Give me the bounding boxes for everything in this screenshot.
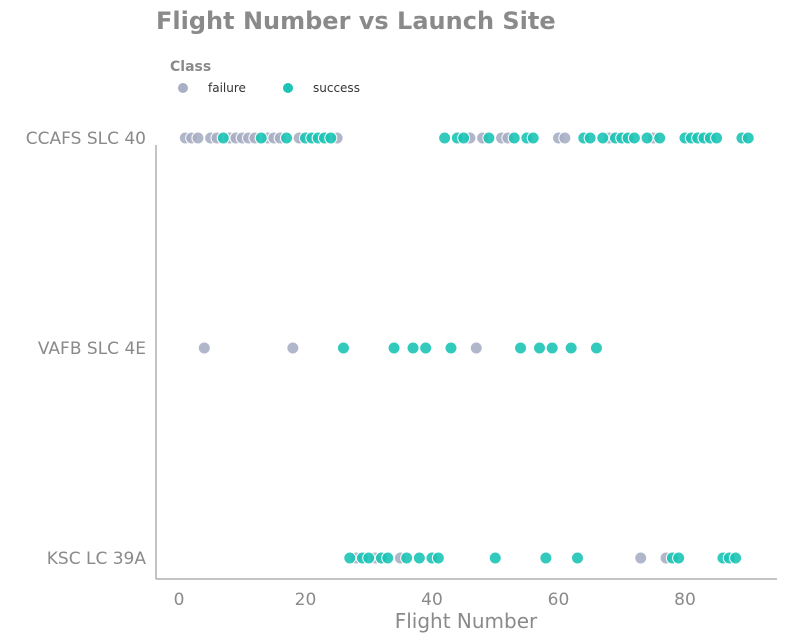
data-point-failure bbox=[634, 551, 648, 565]
y-tick-label: KSC LC 39A bbox=[47, 549, 147, 569]
data-point-failure bbox=[191, 131, 205, 145]
data-point-success bbox=[438, 131, 452, 145]
x-tick-label: 0 bbox=[174, 590, 185, 610]
data-point-failure bbox=[558, 131, 572, 145]
data-point-success bbox=[406, 341, 420, 355]
data-point-success bbox=[533, 341, 547, 355]
data-point-success bbox=[589, 341, 603, 355]
legend-marker-success bbox=[283, 83, 293, 93]
data-point-success bbox=[596, 131, 610, 145]
data-point-success bbox=[526, 131, 540, 145]
data-point-failure bbox=[197, 341, 211, 355]
data-point-success bbox=[444, 341, 458, 355]
data-point-success bbox=[381, 551, 395, 565]
data-point-success bbox=[741, 131, 755, 145]
data-point-success bbox=[387, 341, 401, 355]
x-tick-labels: 0 20 40 60 80 bbox=[174, 590, 696, 610]
data-point-success bbox=[564, 341, 578, 355]
data-point-failure bbox=[286, 341, 300, 355]
data-point-success bbox=[570, 551, 584, 565]
legend-marker-failure bbox=[178, 83, 188, 93]
data-point-success bbox=[539, 551, 553, 565]
data-point-success bbox=[507, 131, 521, 145]
data-point-success bbox=[400, 551, 414, 565]
y-tick-labels: CCAFS SLC 40 VAFB SLC 4E KSC LC 39A bbox=[26, 129, 147, 569]
data-point-success bbox=[254, 131, 268, 145]
data-point-success bbox=[583, 131, 597, 145]
data-point-success bbox=[343, 551, 357, 565]
data-point-success bbox=[653, 131, 667, 145]
data-point-success bbox=[419, 341, 433, 355]
data-point-success bbox=[729, 551, 743, 565]
data-point-success bbox=[710, 131, 724, 145]
x-tick-label: 80 bbox=[674, 590, 696, 610]
legend: Class failure success bbox=[170, 59, 360, 95]
data-point-success bbox=[482, 131, 496, 145]
y-tick-label: CCAFS SLC 40 bbox=[26, 129, 146, 149]
x-tick-label: 60 bbox=[548, 590, 570, 610]
data-point-success bbox=[545, 341, 559, 355]
data-point-success bbox=[457, 131, 471, 145]
data-point-success bbox=[412, 551, 426, 565]
data-point-success bbox=[672, 551, 686, 565]
data-point-success bbox=[280, 131, 294, 145]
data-point-success bbox=[216, 131, 230, 145]
data-point-success bbox=[488, 551, 502, 565]
legend-label-success: success bbox=[313, 81, 360, 95]
data-point-success bbox=[640, 131, 654, 145]
y-tick-label: VAFB SLC 4E bbox=[38, 339, 146, 359]
x-axis-label: Flight Number bbox=[395, 609, 538, 633]
data-point-success bbox=[514, 341, 528, 355]
legend-title: Class bbox=[170, 59, 211, 75]
data-point-success bbox=[627, 131, 641, 145]
legend-label-failure: failure bbox=[208, 81, 246, 95]
chart-title: Flight Number vs Launch Site bbox=[156, 7, 556, 35]
x-tick-label: 40 bbox=[421, 590, 443, 610]
data-point-success bbox=[336, 341, 350, 355]
data-point-failure bbox=[469, 341, 483, 355]
x-tick-label: 20 bbox=[295, 590, 317, 610]
data-point-success bbox=[431, 551, 445, 565]
data-points bbox=[178, 131, 755, 565]
data-point-success bbox=[324, 131, 338, 145]
data-point-success bbox=[362, 551, 376, 565]
